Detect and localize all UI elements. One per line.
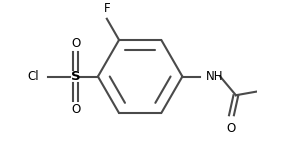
Text: S: S (71, 70, 80, 83)
Text: O: O (71, 37, 80, 50)
Text: O: O (227, 122, 236, 135)
Text: F: F (104, 2, 110, 15)
Text: NH: NH (206, 70, 223, 83)
Text: O: O (71, 103, 80, 116)
Text: Cl: Cl (27, 70, 39, 83)
